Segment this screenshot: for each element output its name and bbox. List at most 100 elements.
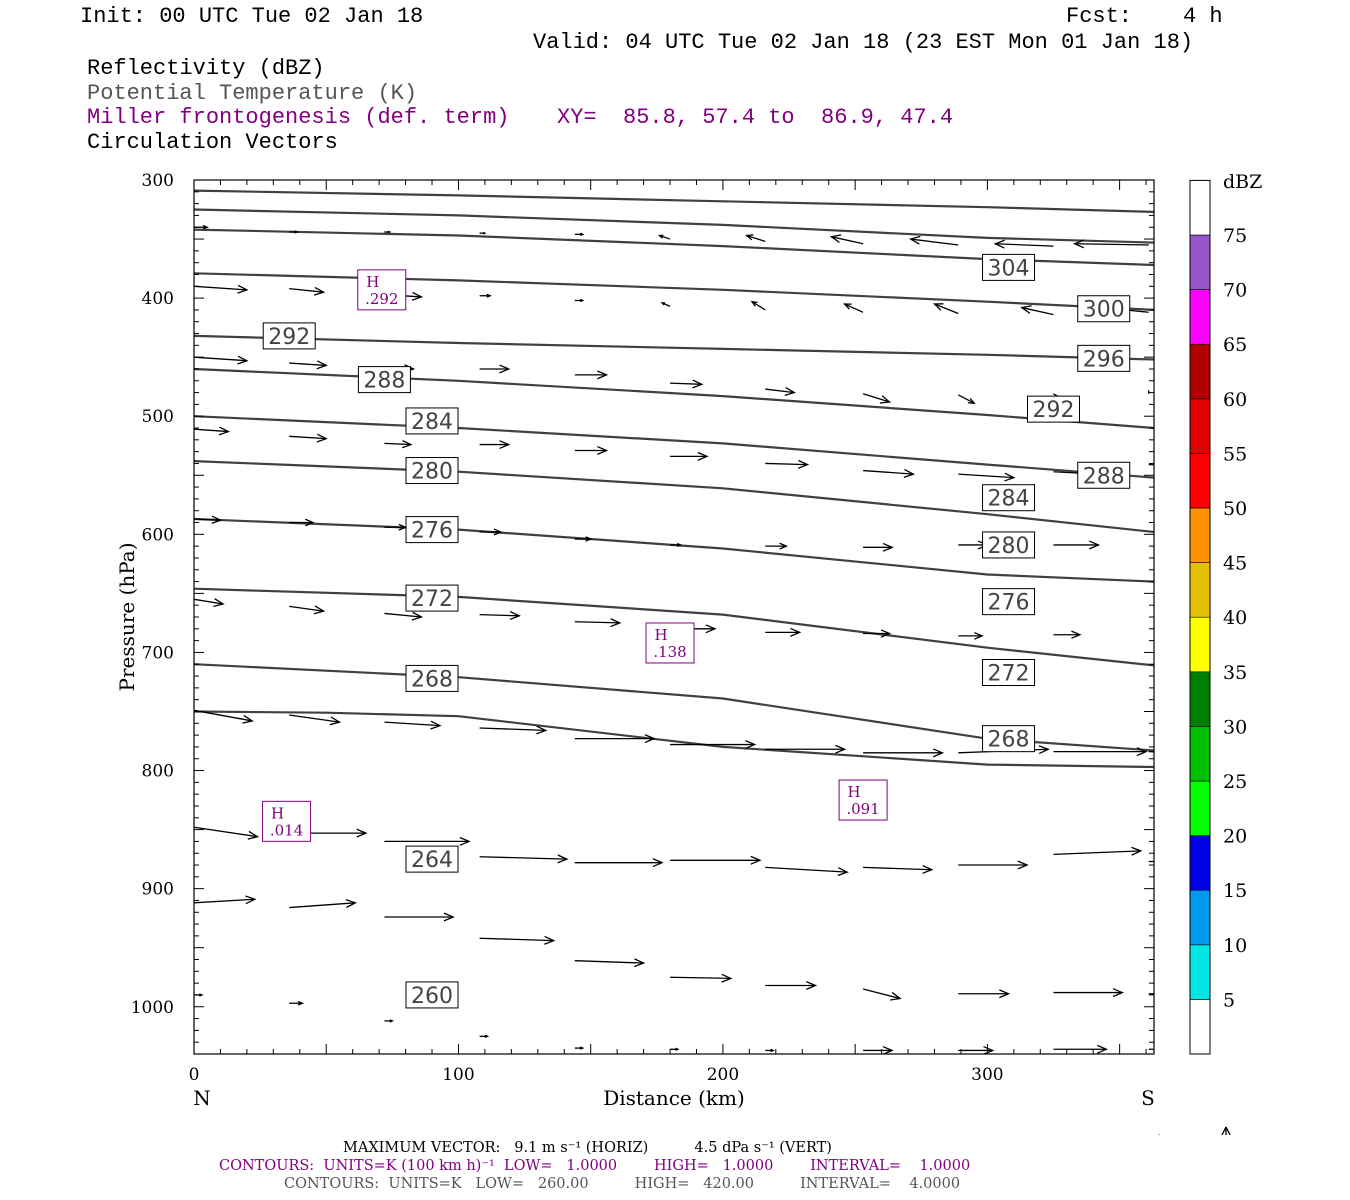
fronto-max-letter: H (366, 273, 379, 291)
circulation-vector (1072, 239, 1149, 249)
circulation-vector (479, 1034, 490, 1038)
circulation-vector (194, 515, 223, 524)
fronto-max-value: .138 (653, 643, 686, 661)
theta-label: 276 (405, 516, 459, 544)
circulation-vector (574, 536, 593, 542)
circulation-vector (863, 468, 916, 478)
vector-head (1112, 988, 1124, 998)
vector-head (401, 439, 413, 449)
fronto-max-marker: H.091 (838, 779, 888, 821)
colorbar-segment (1189, 726, 1211, 782)
circulation-vector (829, 234, 864, 245)
theta-label-box (982, 588, 1036, 616)
vector-head (798, 459, 810, 469)
colorbar-segment (1189, 507, 1211, 563)
circulation-vector (574, 618, 622, 628)
circulation-vector (765, 1048, 775, 1053)
vector-shaft (844, 303, 864, 313)
vector-head (411, 291, 424, 301)
vector-shaft (479, 613, 520, 617)
vector-head (634, 958, 646, 968)
vector-head (1071, 630, 1082, 639)
vector-shaft (995, 243, 1054, 247)
vector-head (313, 286, 326, 296)
vector-head (499, 364, 511, 374)
circulation-vector (1053, 846, 1143, 856)
vector-head (1038, 745, 1050, 755)
field-frontogenesis: Miller frontogenesis (def. term) (87, 105, 510, 130)
colorbar-segment (1189, 343, 1211, 400)
theta-label: 272 (405, 584, 459, 612)
vector-head (890, 991, 902, 1001)
vector-head (676, 542, 683, 547)
circulation-vector (957, 394, 976, 404)
theta-label-text: 284 (411, 410, 453, 435)
vector-head (329, 716, 342, 726)
plot-frame (193, 179, 1155, 1055)
theta-label: 272 (982, 659, 1036, 687)
valid-time: Valid: 04 UTC Tue 02 Jan 18 (23 EST Mon … (533, 30, 1194, 55)
circulation-vector (657, 234, 671, 240)
circulation-vector (479, 935, 556, 945)
circulation-vector (670, 451, 709, 461)
colorbar-level-label: 35 (1223, 662, 1247, 684)
init-time: Init: 00 UTC Tue 02 Jan 18 (80, 4, 424, 29)
circulation-vector (574, 445, 609, 455)
vector-head (486, 293, 492, 298)
vector-shaft (765, 866, 848, 873)
colorbar-level-label: 70 (1223, 280, 1247, 302)
vector-head (579, 298, 585, 303)
vector-shaft (194, 709, 253, 722)
x-tick-label: 100 (442, 1065, 474, 1085)
circulation-vector (958, 989, 1011, 999)
theta-label: 292 (1027, 395, 1081, 423)
theta-label-box (405, 457, 459, 485)
vector-head (443, 912, 455, 922)
theta-label-box (982, 531, 1036, 559)
circulation-vector (958, 472, 1016, 482)
circulation-vector (1053, 988, 1124, 998)
vector-head (784, 387, 796, 396)
theta-label: 284 (405, 407, 459, 435)
vector-head (974, 632, 984, 640)
vector-head (644, 734, 656, 744)
colorbar-level-label: 15 (1223, 880, 1247, 902)
theta-label-text: 272 (411, 587, 453, 612)
theta-label-text: 280 (411, 460, 453, 485)
circulation-vector (863, 542, 894, 552)
theta-contour-276 (194, 587, 1154, 667)
vector-head (316, 433, 328, 443)
circulation-vector (1148, 860, 1154, 863)
circulation-vector (670, 973, 733, 983)
theta-label-box (405, 516, 459, 544)
vector-head (745, 740, 757, 750)
vector-head (750, 855, 762, 865)
vector-head (247, 830, 260, 840)
theta-label-text: 268 (411, 667, 453, 692)
vector-head (1136, 747, 1148, 757)
x-tick-label: 200 (707, 1065, 739, 1085)
field-potential-temperature: Potential Temperature (K) (87, 81, 418, 106)
vector-head (879, 395, 892, 404)
theta-label: 280 (982, 531, 1036, 559)
fronto-max-value: .091 (846, 800, 879, 818)
circulation-vector (932, 303, 959, 315)
vector-shaft (194, 518, 221, 521)
theta-label-text: 292 (1033, 398, 1075, 423)
circulation-vector (993, 239, 1054, 249)
theta-label-text: 296 (1083, 347, 1125, 372)
vector-head (770, 1048, 775, 1053)
colorbar-segment (1189, 398, 1211, 454)
colorbar-level-label: 30 (1223, 716, 1247, 738)
circulation-vector (289, 230, 299, 234)
vector-head (835, 744, 847, 754)
vector-shaft (479, 937, 554, 942)
theta-label-box (982, 725, 1036, 753)
theta-label-text: 288 (1083, 464, 1125, 489)
field-reflectivity: Reflectivity (dBZ) (87, 56, 325, 81)
circulation-vector (574, 298, 585, 303)
colorbar-segment (1189, 453, 1211, 509)
vector-shaft (289, 288, 324, 293)
circulation-vector (863, 629, 892, 638)
y-tick-label: 700 (142, 643, 174, 663)
